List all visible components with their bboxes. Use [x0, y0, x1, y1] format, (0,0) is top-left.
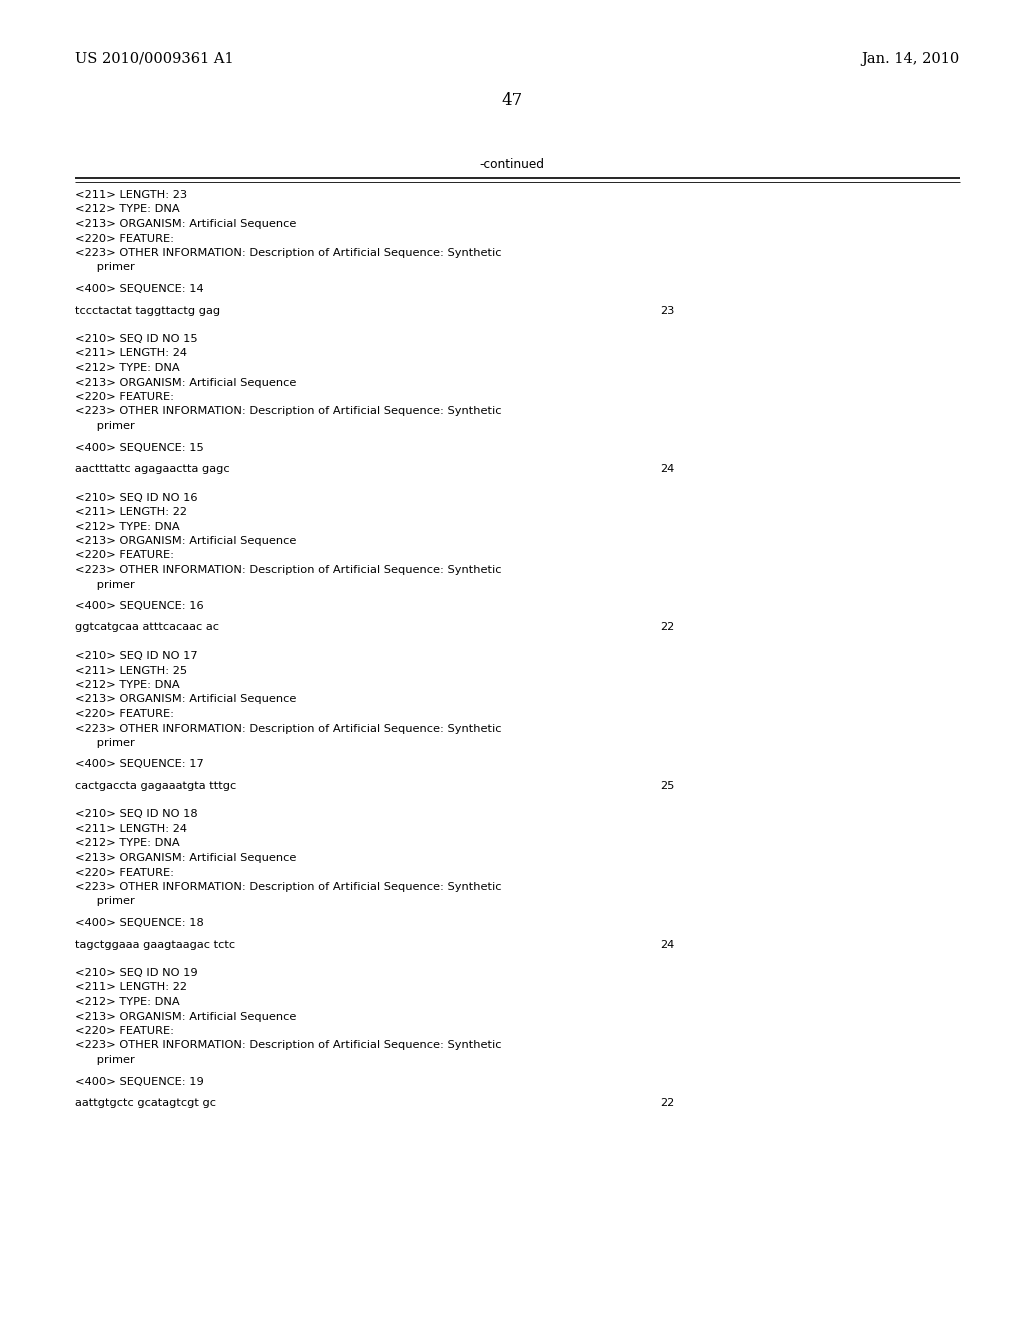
Text: <220> FEATURE:: <220> FEATURE:	[75, 550, 174, 561]
Text: -continued: -continued	[479, 158, 545, 172]
Text: <400> SEQUENCE: 19: <400> SEQUENCE: 19	[75, 1077, 204, 1086]
Text: <400> SEQUENCE: 14: <400> SEQUENCE: 14	[75, 284, 204, 294]
Text: <400> SEQUENCE: 15: <400> SEQUENCE: 15	[75, 442, 204, 453]
Text: 24: 24	[660, 940, 674, 949]
Text: Jan. 14, 2010: Jan. 14, 2010	[862, 51, 961, 66]
Text: <223> OTHER INFORMATION: Description of Artificial Sequence: Synthetic: <223> OTHER INFORMATION: Description of …	[75, 565, 502, 576]
Text: 23: 23	[660, 305, 675, 315]
Text: <223> OTHER INFORMATION: Description of Artificial Sequence: Synthetic: <223> OTHER INFORMATION: Description of …	[75, 1040, 502, 1051]
Text: 22: 22	[660, 623, 674, 632]
Text: tccctactat taggttactg gag: tccctactat taggttactg gag	[75, 305, 220, 315]
Text: primer: primer	[75, 738, 135, 748]
Text: <210> SEQ ID NO 18: <210> SEQ ID NO 18	[75, 809, 198, 820]
Text: <212> TYPE: DNA: <212> TYPE: DNA	[75, 205, 179, 214]
Text: primer: primer	[75, 1055, 135, 1065]
Text: cactgaccta gagaaatgta tttgc: cactgaccta gagaaatgta tttgc	[75, 781, 237, 791]
Text: <223> OTHER INFORMATION: Description of Artificial Sequence: Synthetic: <223> OTHER INFORMATION: Description of …	[75, 248, 502, 257]
Text: <211> LENGTH: 25: <211> LENGTH: 25	[75, 665, 187, 676]
Text: <211> LENGTH: 24: <211> LENGTH: 24	[75, 348, 187, 359]
Text: <213> ORGANISM: Artificial Sequence: <213> ORGANISM: Artificial Sequence	[75, 536, 296, 546]
Text: aattgtgctc gcatagtcgt gc: aattgtgctc gcatagtcgt gc	[75, 1098, 216, 1107]
Text: tagctggaaa gaagtaagac tctc: tagctggaaa gaagtaagac tctc	[75, 940, 236, 949]
Text: <223> OTHER INFORMATION: Description of Artificial Sequence: Synthetic: <223> OTHER INFORMATION: Description of …	[75, 723, 502, 734]
Text: <220> FEATURE:: <220> FEATURE:	[75, 234, 174, 243]
Text: 47: 47	[502, 92, 522, 110]
Text: <213> ORGANISM: Artificial Sequence: <213> ORGANISM: Artificial Sequence	[75, 694, 296, 705]
Text: <220> FEATURE:: <220> FEATURE:	[75, 1026, 174, 1036]
Text: <220> FEATURE:: <220> FEATURE:	[75, 867, 174, 878]
Text: primer: primer	[75, 421, 135, 432]
Text: <211> LENGTH: 22: <211> LENGTH: 22	[75, 982, 187, 993]
Text: <400> SEQUENCE: 17: <400> SEQUENCE: 17	[75, 759, 204, 770]
Text: <210> SEQ ID NO 15: <210> SEQ ID NO 15	[75, 334, 198, 345]
Text: aactttattc agagaactta gagc: aactttattc agagaactta gagc	[75, 465, 229, 474]
Text: <223> OTHER INFORMATION: Description of Artificial Sequence: Synthetic: <223> OTHER INFORMATION: Description of …	[75, 882, 502, 892]
Text: <210> SEQ ID NO 19: <210> SEQ ID NO 19	[75, 968, 198, 978]
Text: <212> TYPE: DNA: <212> TYPE: DNA	[75, 680, 179, 690]
Text: <212> TYPE: DNA: <212> TYPE: DNA	[75, 521, 179, 532]
Text: 22: 22	[660, 1098, 674, 1107]
Text: <213> ORGANISM: Artificial Sequence: <213> ORGANISM: Artificial Sequence	[75, 853, 296, 863]
Text: <400> SEQUENCE: 18: <400> SEQUENCE: 18	[75, 917, 204, 928]
Text: <213> ORGANISM: Artificial Sequence: <213> ORGANISM: Artificial Sequence	[75, 1011, 296, 1022]
Text: <213> ORGANISM: Artificial Sequence: <213> ORGANISM: Artificial Sequence	[75, 219, 296, 228]
Text: <212> TYPE: DNA: <212> TYPE: DNA	[75, 363, 179, 374]
Text: <400> SEQUENCE: 16: <400> SEQUENCE: 16	[75, 601, 204, 611]
Text: <220> FEATURE:: <220> FEATURE:	[75, 392, 174, 403]
Text: primer: primer	[75, 579, 135, 590]
Text: <211> LENGTH: 22: <211> LENGTH: 22	[75, 507, 187, 517]
Text: <210> SEQ ID NO 17: <210> SEQ ID NO 17	[75, 651, 198, 661]
Text: <212> TYPE: DNA: <212> TYPE: DNA	[75, 838, 179, 849]
Text: <211> LENGTH: 24: <211> LENGTH: 24	[75, 824, 187, 834]
Text: <220> FEATURE:: <220> FEATURE:	[75, 709, 174, 719]
Text: 25: 25	[660, 781, 675, 791]
Text: <212> TYPE: DNA: <212> TYPE: DNA	[75, 997, 179, 1007]
Text: <211> LENGTH: 23: <211> LENGTH: 23	[75, 190, 187, 201]
Text: primer: primer	[75, 896, 135, 907]
Text: ggtcatgcaa atttcacaac ac: ggtcatgcaa atttcacaac ac	[75, 623, 219, 632]
Text: US 2010/0009361 A1: US 2010/0009361 A1	[75, 51, 233, 66]
Text: 24: 24	[660, 465, 674, 474]
Text: <223> OTHER INFORMATION: Description of Artificial Sequence: Synthetic: <223> OTHER INFORMATION: Description of …	[75, 407, 502, 417]
Text: primer: primer	[75, 263, 135, 272]
Text: <213> ORGANISM: Artificial Sequence: <213> ORGANISM: Artificial Sequence	[75, 378, 296, 388]
Text: <210> SEQ ID NO 16: <210> SEQ ID NO 16	[75, 492, 198, 503]
